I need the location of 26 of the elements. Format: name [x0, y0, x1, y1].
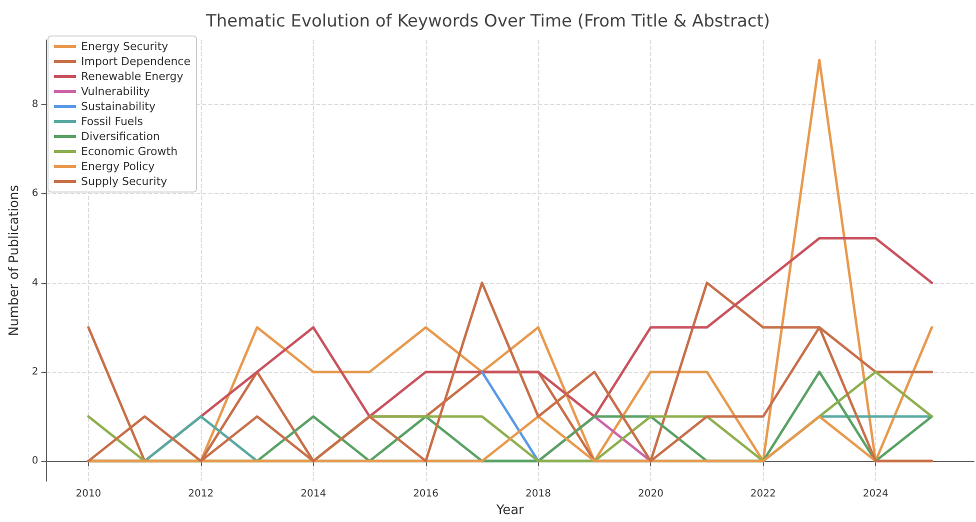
legend-label: Sustainability [81, 100, 156, 113]
x-tick-label: 2018 [526, 488, 551, 500]
legend-label: Fossil Fuels [81, 115, 144, 128]
y-tick-label: 0 [32, 456, 38, 467]
legend-label: Energy Security [81, 40, 169, 53]
legend-label: Renewable Energy [81, 70, 184, 83]
x-tick-label: 2012 [188, 488, 214, 500]
legend-label: Diversification [81, 130, 160, 143]
x-axis-title: Year [495, 503, 525, 518]
x-tick-label: 2014 [300, 488, 326, 500]
x-tick-label: 2022 [750, 488, 776, 500]
legend-label: Vulnerability [81, 85, 150, 98]
chart-title: Thematic Evolution of Keywords Over Time (From Title & Abstract) [204, 12, 770, 32]
y-tick-label: 8 [32, 99, 38, 110]
y-tick-label: 2 [32, 366, 38, 378]
x-tick-label: 2020 [638, 488, 664, 500]
x-tick-label: 2024 [862, 488, 888, 500]
y-tick-label: 4 [32, 277, 38, 288]
y-tick-label: 6 [32, 188, 38, 200]
legend-label: Economic Growth [81, 145, 178, 158]
y-axis-title: Number of Publications [7, 184, 22, 336]
legend-label: Import Dependence [81, 55, 191, 68]
x-tick-label: 2016 [413, 488, 439, 500]
x-tick-label: 2010 [76, 488, 102, 500]
legend-label: Energy Policy [81, 160, 156, 173]
legend-label: Supply Security [81, 175, 168, 188]
